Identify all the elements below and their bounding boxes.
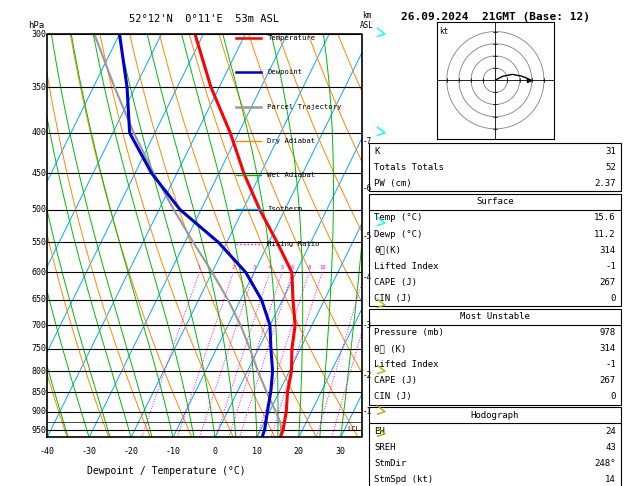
Text: -10: -10 <box>165 448 181 456</box>
Text: 600: 600 <box>32 268 47 277</box>
Text: 30: 30 <box>336 448 346 456</box>
Text: km
ASL: km ASL <box>359 11 374 30</box>
Text: -30: -30 <box>82 448 97 456</box>
Text: 10: 10 <box>252 448 262 456</box>
Text: 314: 314 <box>599 344 616 353</box>
Text: 350: 350 <box>32 83 47 91</box>
Text: 1: 1 <box>198 265 201 270</box>
Text: Lifted Index: Lifted Index <box>374 261 439 271</box>
Text: 26.09.2024  21GMT (Base: 12): 26.09.2024 21GMT (Base: 12) <box>401 12 590 22</box>
Text: 450: 450 <box>32 169 47 178</box>
Text: -5: -5 <box>362 231 372 241</box>
Text: -1: -1 <box>605 360 616 369</box>
Text: 0: 0 <box>610 294 616 303</box>
Text: -2: -2 <box>362 371 372 380</box>
Text: 0: 0 <box>213 448 218 456</box>
Text: Temp (°C): Temp (°C) <box>374 213 423 223</box>
Text: 267: 267 <box>599 376 616 385</box>
Text: -40: -40 <box>40 448 55 456</box>
Text: 5: 5 <box>281 265 284 270</box>
Text: -6: -6 <box>362 184 372 193</box>
Text: 43: 43 <box>605 443 616 452</box>
Text: kt: kt <box>440 27 448 36</box>
Text: 300: 300 <box>32 30 47 38</box>
Text: 14: 14 <box>605 475 616 484</box>
Text: Mixing Ratio: Mixing Ratio <box>267 241 320 247</box>
Text: 267: 267 <box>599 278 616 287</box>
Text: Dry Adiabat: Dry Adiabat <box>267 138 316 144</box>
Text: 950: 950 <box>32 426 47 435</box>
Text: Pressure (mb): Pressure (mb) <box>374 328 444 337</box>
Text: 20: 20 <box>362 265 368 270</box>
Text: -7: -7 <box>362 137 372 146</box>
Text: CIN (J): CIN (J) <box>374 392 412 401</box>
Text: Isotherm: Isotherm <box>267 207 303 212</box>
Text: 850: 850 <box>32 387 47 397</box>
Text: 978: 978 <box>599 328 616 337</box>
Text: PW (cm): PW (cm) <box>374 179 412 188</box>
Text: Lifted Index: Lifted Index <box>374 360 439 369</box>
Text: 20: 20 <box>294 448 304 456</box>
Text: hPa: hPa <box>28 21 44 30</box>
Text: 52°12'N  0°11'E  53m ASL: 52°12'N 0°11'E 53m ASL <box>130 14 279 24</box>
Text: 6: 6 <box>291 265 294 270</box>
Text: SREH: SREH <box>374 443 396 452</box>
Text: 314: 314 <box>599 245 616 255</box>
Text: 550: 550 <box>32 238 47 247</box>
Text: StmDir: StmDir <box>374 459 406 468</box>
Text: 650: 650 <box>32 295 47 304</box>
Text: -1: -1 <box>605 261 616 271</box>
Text: 700: 700 <box>32 321 47 330</box>
Text: Hodograph: Hodograph <box>471 411 519 420</box>
Text: 10: 10 <box>319 265 325 270</box>
Text: CAPE (J): CAPE (J) <box>374 376 417 385</box>
Text: 800: 800 <box>32 366 47 376</box>
Text: Dewpoint: Dewpoint <box>267 69 303 75</box>
Text: K: K <box>374 147 380 156</box>
Text: θᴇ(K): θᴇ(K) <box>374 245 401 255</box>
Text: 31: 31 <box>605 147 616 156</box>
Text: 0: 0 <box>610 392 616 401</box>
Text: 3: 3 <box>253 265 256 270</box>
Text: -20: -20 <box>123 448 138 456</box>
Text: Surface: Surface <box>476 197 514 207</box>
Text: 400: 400 <box>32 128 47 138</box>
Text: -4: -4 <box>362 274 372 282</box>
Text: EH: EH <box>374 427 385 436</box>
Text: Totals Totals: Totals Totals <box>374 163 444 172</box>
Text: 500: 500 <box>32 205 47 214</box>
Text: Dewp (°C): Dewp (°C) <box>374 229 423 239</box>
Text: -1: -1 <box>362 407 372 416</box>
Text: 248°: 248° <box>594 459 616 468</box>
Text: 2: 2 <box>231 265 235 270</box>
Text: 8: 8 <box>308 265 311 270</box>
Text: Most Unstable: Most Unstable <box>460 312 530 321</box>
Text: Wet Adiabat: Wet Adiabat <box>267 172 316 178</box>
Text: 2.37: 2.37 <box>594 179 616 188</box>
Text: 4: 4 <box>268 265 271 270</box>
Text: Dewpoint / Temperature (°C): Dewpoint / Temperature (°C) <box>87 467 246 476</box>
Text: CIN (J): CIN (J) <box>374 294 412 303</box>
Text: Temperature: Temperature <box>267 35 316 41</box>
Text: 15.6: 15.6 <box>594 213 616 223</box>
Text: CAPE (J): CAPE (J) <box>374 278 417 287</box>
Text: StmSpd (kt): StmSpd (kt) <box>374 475 433 484</box>
Text: 11.2: 11.2 <box>594 229 616 239</box>
Text: 750: 750 <box>32 345 47 353</box>
Text: 52: 52 <box>605 163 616 172</box>
Text: 24: 24 <box>605 427 616 436</box>
Text: Parcel Trajectory: Parcel Trajectory <box>267 104 342 110</box>
Text: -3: -3 <box>362 321 372 330</box>
Text: 900: 900 <box>32 407 47 416</box>
Text: θᴇ (K): θᴇ (K) <box>374 344 406 353</box>
Text: LCL: LCL <box>347 426 360 432</box>
